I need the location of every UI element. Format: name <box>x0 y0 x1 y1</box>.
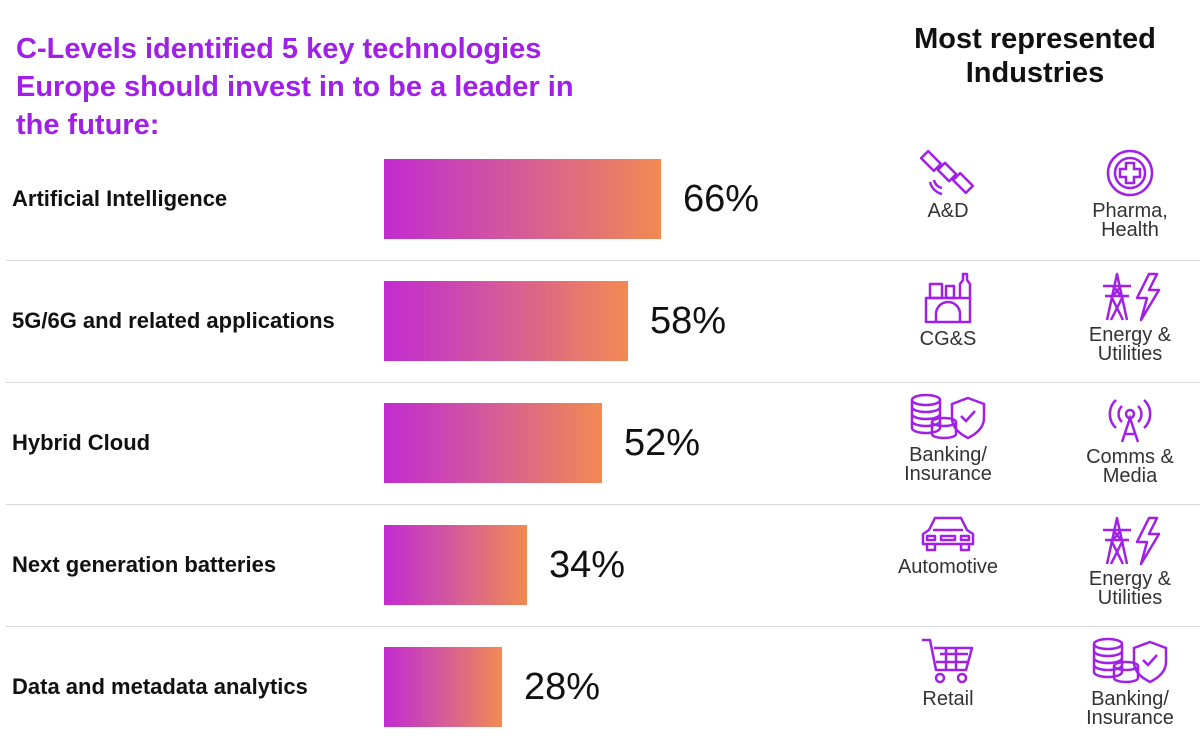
industry-label: A&D <box>878 200 1018 222</box>
industry-item: Energy & Utilities <box>1060 514 1200 608</box>
industry-label-line: CG&S <box>919 328 977 350</box>
satellite-icon <box>878 148 1018 198</box>
industry-label: Automotive <box>878 556 1018 578</box>
industry-label: Retail <box>878 688 1018 710</box>
industry-label: Pharma, Health <box>1060 200 1200 241</box>
data-label: 58% <box>650 300 727 342</box>
industry-label-line: Utilities <box>1097 587 1163 609</box>
chart-title: C-Levels identified 5 key technologies E… <box>16 30 656 144</box>
title-line: Europe should invest in to be a leader i… <box>16 71 574 103</box>
chart-row: Hybrid Cloud 52% Banking/Insurance Comms & M… <box>0 382 1200 504</box>
industry-item: Energy & Utilities <box>1060 270 1200 364</box>
industry-label-line: Retail <box>922 688 974 710</box>
industry-item: Banking/Insurance <box>878 392 1018 484</box>
industry-label-line: Automotive <box>897 556 999 578</box>
row-divider <box>6 260 1200 261</box>
industries-heading: Most represented Industries <box>880 22 1190 90</box>
industry-label-line: Energy & <box>1088 568 1172 590</box>
power-tower-icon <box>1060 270 1200 322</box>
industry-item: Pharma, Health <box>1060 148 1200 240</box>
power-tower-icon <box>1060 514 1200 566</box>
row-divider <box>6 626 1200 627</box>
chart-row: 5G/6G and related applications 58% CG&S Ene… <box>0 260 1200 382</box>
coins-shield-icon <box>878 392 1018 442</box>
title-line: the future: <box>16 109 160 141</box>
industry-label-line: Energy & <box>1088 324 1172 346</box>
industry-item: Retail <box>878 636 1018 709</box>
chart-row: Data and metadata analytics 28% Retail Bank… <box>0 626 1200 748</box>
chart-row: Next generation batteries 34% Automotive En… <box>0 504 1200 626</box>
data-label: 66% <box>683 178 760 220</box>
bar <box>384 281 628 361</box>
data-label: 34% <box>549 544 626 586</box>
category-label: Hybrid Cloud <box>12 430 151 455</box>
consumer-goods-icon <box>878 270 1018 326</box>
industry-label: Banking/Insurance <box>878 444 1018 485</box>
industry-label-line: Health <box>1101 219 1159 241</box>
chart-row: Artificial Intelligence 66% A&D Pharma, Heal… <box>0 138 1200 260</box>
industry-item: Comms & Media <box>1060 392 1200 486</box>
category-label: Next generation batteries <box>12 552 277 577</box>
industry-item: Automotive <box>878 514 1018 577</box>
bar <box>384 525 527 605</box>
industry-label-line: Insurance <box>904 463 992 485</box>
category-label: Artificial Intelligence <box>12 186 228 211</box>
row-divider <box>6 504 1200 505</box>
car-icon <box>878 514 1018 554</box>
industry-label: Comms & Media <box>1060 446 1200 487</box>
heading-line: Most represented <box>914 23 1156 55</box>
industry-label-line: Comms & <box>1086 446 1174 468</box>
industry-item: A&D <box>878 148 1018 221</box>
industry-label: Energy & Utilities <box>1060 568 1200 609</box>
industry-label-line: A&D <box>927 200 969 222</box>
bar <box>384 403 602 483</box>
medical-cross-icon <box>1060 148 1200 198</box>
data-label: 28% <box>524 666 601 708</box>
heading-line: Industries <box>965 57 1105 89</box>
coins-shield-icon <box>1060 636 1200 686</box>
industry-label: CG&S <box>878 328 1018 350</box>
bar <box>384 159 661 239</box>
industry-label: Energy & Utilities <box>1060 324 1200 365</box>
industry-label-line: Insurance <box>1086 707 1174 729</box>
industry-label-line: Pharma, <box>1092 200 1168 222</box>
industry-label-line: Media <box>1102 465 1158 487</box>
category-label: 5G/6G and related applications <box>12 308 335 333</box>
title-line: C-Levels identified 5 key technologies <box>16 33 542 65</box>
category-label: Data and metadata analytics <box>12 674 308 699</box>
bar <box>384 647 502 727</box>
industry-item: Banking/Insurance <box>1060 636 1200 728</box>
shopping-cart-icon <box>878 636 1018 686</box>
industry-item: CG&S <box>878 270 1018 349</box>
industry-label-line: Banking/ <box>1091 688 1169 710</box>
industry-label-line: Utilities <box>1097 343 1163 365</box>
antenna-icon <box>1060 392 1200 444</box>
industry-label: Banking/Insurance <box>1060 688 1200 729</box>
row-divider <box>6 382 1200 383</box>
industry-label-line: Banking/ <box>909 444 987 466</box>
data-label: 52% <box>624 422 701 464</box>
